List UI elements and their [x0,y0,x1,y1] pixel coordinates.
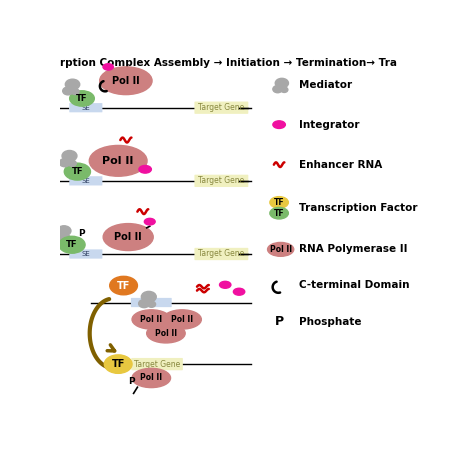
Ellipse shape [270,197,288,208]
Text: SE: SE [82,178,90,184]
Ellipse shape [139,165,151,173]
Ellipse shape [63,235,70,241]
Ellipse shape [62,150,77,161]
Ellipse shape [57,226,71,236]
Ellipse shape [273,121,285,128]
Ellipse shape [59,159,70,167]
Ellipse shape [132,368,171,388]
Ellipse shape [68,160,76,166]
Text: P: P [128,376,135,385]
Text: P: P [78,229,84,237]
Ellipse shape [163,310,201,329]
Ellipse shape [267,242,294,256]
Ellipse shape [104,355,132,374]
Text: SE: SE [82,251,90,257]
Ellipse shape [55,233,64,241]
Ellipse shape [103,224,153,251]
Text: Pol II: Pol II [171,315,193,324]
Text: TF: TF [117,281,130,291]
Text: rption Complex Assembly → Initiation → Termination→ Tra: rption Complex Assembly → Initiation → T… [61,58,397,68]
Text: Target Gene: Target Gene [198,249,245,258]
FancyBboxPatch shape [194,175,248,187]
Ellipse shape [100,67,152,95]
Ellipse shape [138,300,149,308]
Ellipse shape [233,288,245,295]
FancyBboxPatch shape [194,101,248,114]
Text: Target Gene: Target Gene [134,360,180,369]
Ellipse shape [275,78,289,88]
Ellipse shape [146,324,185,343]
FancyBboxPatch shape [194,248,248,260]
Ellipse shape [141,292,156,302]
Text: SE: SE [82,105,90,111]
Text: Transcription Factor: Transcription Factor [299,203,418,213]
Ellipse shape [64,163,91,180]
Text: TF: TF [111,359,125,369]
Text: C-terminal Domain: C-terminal Domain [299,280,410,290]
FancyBboxPatch shape [69,249,102,259]
Text: TF: TF [274,209,284,218]
Text: TF: TF [274,198,284,207]
Text: RNA Polymerase II: RNA Polymerase II [299,245,408,255]
Ellipse shape [70,91,94,106]
Text: Phosphate: Phosphate [299,317,362,327]
Text: Pol II: Pol II [112,76,140,86]
Ellipse shape [109,276,137,295]
Text: P: P [274,315,283,328]
Ellipse shape [281,87,288,92]
FancyBboxPatch shape [69,103,102,112]
FancyBboxPatch shape [69,176,102,185]
Ellipse shape [270,208,288,219]
Text: Pol II: Pol II [140,374,163,383]
Text: Mediator: Mediator [299,80,352,90]
Ellipse shape [219,282,231,288]
Text: Enhancer RNA: Enhancer RNA [299,160,383,170]
Ellipse shape [89,146,147,176]
Text: Pol II: Pol II [155,329,177,338]
Text: Integrator: Integrator [299,119,360,130]
Ellipse shape [65,79,80,90]
Ellipse shape [145,219,155,225]
Text: SE: SE [147,300,155,306]
Text: Pol II: Pol II [270,245,292,254]
Text: Target Gene: Target Gene [198,103,245,112]
Text: TF: TF [72,167,83,176]
Text: TF: TF [76,94,88,103]
Text: TF: TF [66,240,78,249]
Ellipse shape [59,237,85,253]
Ellipse shape [132,310,171,329]
Text: Pol II: Pol II [114,232,142,242]
Text: Pol II: Pol II [140,315,163,324]
Ellipse shape [71,89,79,94]
Text: Pol II: Pol II [102,156,134,166]
Text: Target Gene: Target Gene [198,176,245,185]
FancyBboxPatch shape [131,358,183,370]
Ellipse shape [273,85,283,93]
FancyBboxPatch shape [131,298,172,307]
Ellipse shape [63,87,73,95]
Ellipse shape [147,301,155,307]
Ellipse shape [103,64,113,70]
